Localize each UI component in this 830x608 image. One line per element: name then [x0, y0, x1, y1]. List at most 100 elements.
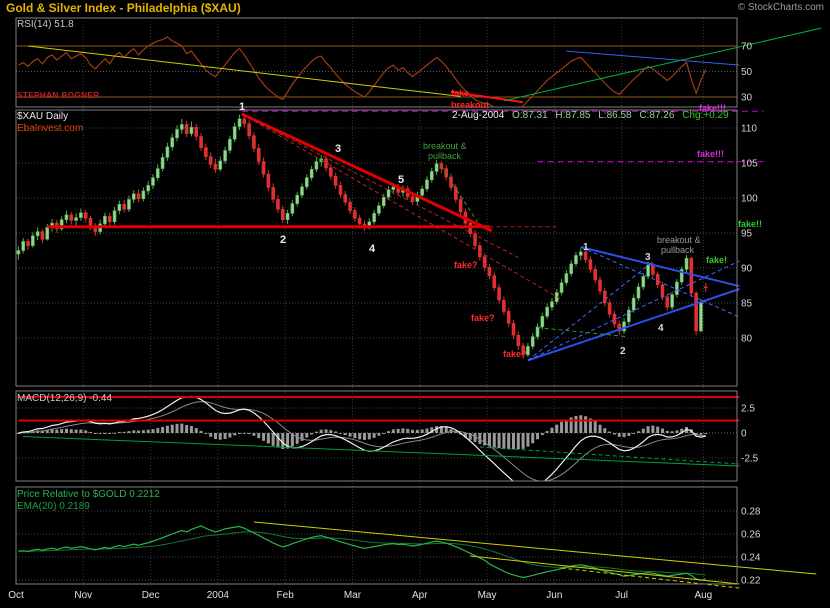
- candle-body: [232, 126, 237, 140]
- trendline: [479, 446, 740, 465]
- candle-body: [694, 292, 698, 332]
- candle-body: [136, 193, 141, 200]
- candle-body: [223, 150, 227, 162]
- candle-body: [535, 326, 540, 337]
- macd-histogram-bar: [555, 424, 559, 433]
- macd-histogram-bar: [45, 429, 49, 433]
- macd-histogram-bar: [622, 433, 626, 438]
- trendline: [580, 246, 740, 288]
- macd-histogram-bar: [266, 433, 270, 444]
- annotation: 4: [658, 323, 664, 334]
- macd-histogram-bar: [598, 424, 602, 433]
- trendline: [537, 327, 627, 338]
- trendline: [450, 90, 524, 104]
- macd-histogram-bar: [704, 433, 708, 434]
- axis-labels: 110 105 100 95 90 85 80 70 50 30 2.5 0 -2.5 0.28 0.26 0…: [8, 42, 761, 602]
- macd-histogram-bar: [617, 433, 621, 437]
- candle-body: [569, 263, 573, 274]
- annotation: 2: [280, 234, 286, 246]
- candle-body: [343, 194, 348, 203]
- macd-histogram-bar: [627, 433, 631, 436]
- macd-histogram-bar: [507, 433, 511, 450]
- candle-body: [107, 215, 112, 223]
- candle-body: [204, 147, 208, 158]
- y-tick-price: 105: [741, 159, 758, 170]
- macd-histogram-bar: [396, 428, 400, 433]
- candle-body: [564, 273, 569, 284]
- macd-histogram-bar: [406, 428, 410, 433]
- macd-histogram-bar: [338, 433, 342, 434]
- macd-histogram-bar: [656, 426, 660, 433]
- rsi-series: [18, 36, 707, 107]
- x-tick-month: May: [478, 590, 497, 601]
- candle-body: [603, 290, 607, 304]
- candle-body: [574, 255, 578, 265]
- y-tick-pr: 0.24: [741, 553, 761, 564]
- x-tick-month: 2004: [207, 590, 230, 601]
- candle-body: [511, 322, 516, 336]
- annotation: fake: [451, 88, 469, 98]
- candle-body: [208, 156, 213, 165]
- candle-body: [578, 251, 583, 256]
- macd-histogram-bar: [603, 428, 607, 433]
- macd-histogram-bar: [185, 425, 189, 433]
- gridlines: [16, 18, 737, 584]
- price-relative-series: [18, 525, 706, 582]
- y-tick-price: 85: [741, 299, 753, 310]
- candle-body: [228, 138, 232, 151]
- macd-histogram-bar: [108, 433, 112, 434]
- macd-histogram-bar: [425, 428, 429, 433]
- trendline: [527, 260, 740, 361]
- candle-body: [377, 205, 381, 214]
- macd-histogram-bar: [516, 433, 520, 450]
- annotation: fake!!: [738, 219, 762, 229]
- candle-body: [492, 275, 497, 288]
- x-tick-month: Jun: [546, 590, 562, 601]
- x-tick-month: Mar: [344, 590, 362, 601]
- macd-histogram-bar: [319, 429, 323, 433]
- annotation: 2: [620, 346, 626, 357]
- trendline: [470, 555, 740, 585]
- candle-body: [305, 177, 309, 188]
- panel-border-main: [15, 109, 738, 387]
- candle-body: [122, 204, 126, 210]
- candle-body: [449, 176, 453, 188]
- candle-body: [670, 294, 674, 308]
- candle-body: [487, 266, 492, 276]
- candle-body: [357, 218, 362, 225]
- candle-body: [684, 257, 689, 270]
- candle-body: [439, 163, 444, 169]
- macd-histogram-bar: [252, 433, 256, 436]
- candle-body: [699, 301, 703, 332]
- macd-histogram-bar: [536, 433, 540, 440]
- macd-histogram-bar: [180, 423, 184, 433]
- trendline: [527, 261, 654, 361]
- candle-body: [103, 215, 107, 225]
- annotation: 3: [335, 143, 341, 155]
- macd-histogram-bar: [60, 429, 64, 433]
- macd-histogram-bar: [137, 430, 141, 433]
- candle-body: [59, 219, 64, 230]
- candle-body: [31, 235, 35, 246]
- macd-histogram-bar: [492, 433, 496, 448]
- candle-body: [521, 345, 525, 356]
- candle-body: [309, 169, 314, 179]
- annotation: breakout &: [657, 235, 701, 245]
- macd-histogram-bar: [213, 433, 217, 440]
- macd-histogram-bar: [411, 429, 415, 433]
- macd-histogram-bar: [161, 426, 165, 433]
- macd-histogram-bar: [310, 433, 314, 435]
- macd-histogram-bar: [367, 433, 371, 440]
- macd-histogram-bar: [132, 430, 136, 433]
- candle-body: [184, 124, 189, 134]
- macd-histogram-bar: [50, 429, 54, 433]
- annotation: 3: [645, 252, 651, 263]
- trendline: [440, 166, 478, 223]
- macd-histogram-bar: [170, 424, 174, 433]
- candle-body: [141, 190, 146, 199]
- macd-histogram-bar: [430, 427, 434, 433]
- candle-body: [237, 118, 242, 127]
- macd-histogram-bar: [636, 431, 640, 433]
- candle-body: [64, 214, 69, 221]
- macd-histogram-bar: [276, 433, 280, 448]
